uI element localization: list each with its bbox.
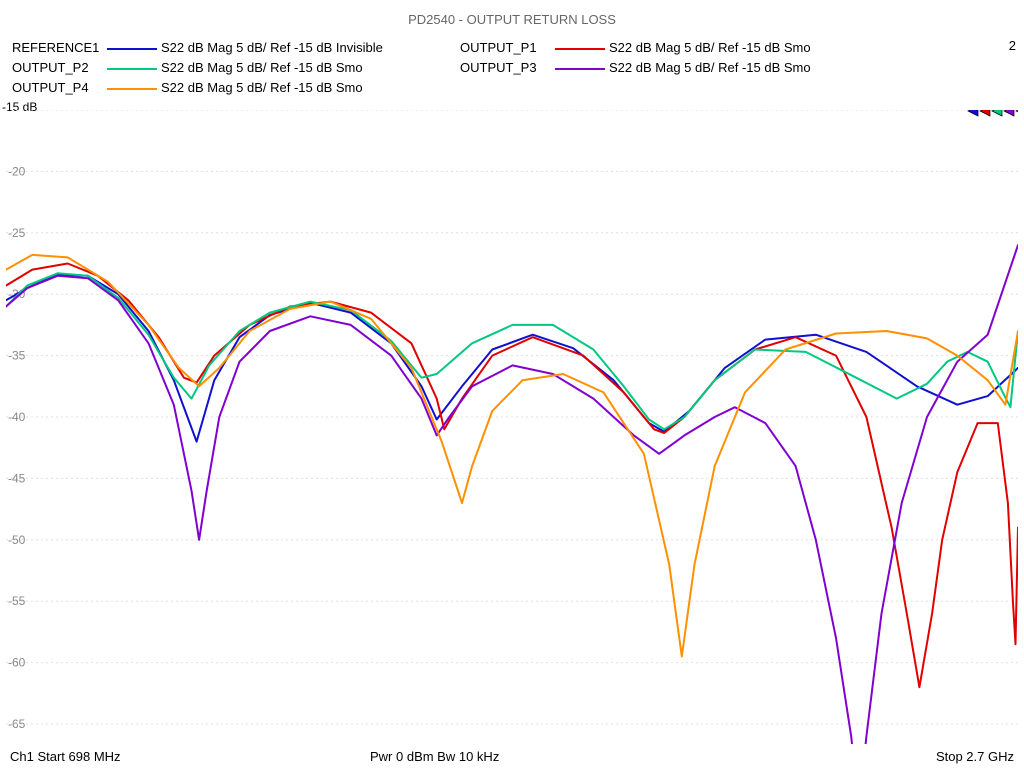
ytick-label: -60 bbox=[8, 656, 26, 670]
legend-swatch bbox=[107, 88, 157, 90]
ref-marker-icon bbox=[1016, 110, 1018, 116]
ytick-label: -20 bbox=[8, 164, 26, 178]
trace-output_p3 bbox=[6, 245, 1018, 744]
legend-desc: S22 dB Mag 5 dB/ Ref -15 dB Smo bbox=[609, 60, 811, 75]
footer-start: Ch1 Start 698 MHz bbox=[10, 749, 121, 764]
legend-entry-reference1: REFERENCE1 S22 dB Mag 5 dB/ Ref -15 dB In… bbox=[12, 38, 383, 58]
legend-entry-output_p2: OUTPUT_P2 S22 dB Mag 5 dB/ Ref -15 dB Smo bbox=[12, 58, 383, 78]
trace-output_p4 bbox=[6, 255, 1018, 657]
ref-marker-icon bbox=[980, 110, 990, 116]
legend-swatch bbox=[555, 68, 605, 70]
legend-name: REFERENCE1 bbox=[12, 38, 107, 58]
legend-entry-output_p4: OUTPUT_P4 S22 dB Mag 5 dB/ Ref -15 dB Smo bbox=[12, 78, 383, 98]
plot-area: -20-25-30-35-40-45-50-55-60-65 bbox=[6, 110, 1018, 724]
trace-output_p1 bbox=[6, 264, 1018, 688]
legend-name: OUTPUT_P3 bbox=[460, 58, 555, 78]
legend-desc: S22 dB Mag 5 dB/ Ref -15 dB Invisible bbox=[161, 40, 383, 55]
legend-swatch bbox=[107, 48, 157, 50]
trace-count: 2 bbox=[1009, 38, 1016, 53]
chart-title: PD2540 - OUTPUT RETURN LOSS bbox=[0, 0, 1024, 27]
ref-marker-icon bbox=[1004, 110, 1014, 116]
ytick-label: -35 bbox=[8, 349, 26, 363]
ytick-label: -50 bbox=[8, 533, 26, 547]
plot-svg: -20-25-30-35-40-45-50-55-60-65 bbox=[6, 110, 1018, 744]
legend-name: OUTPUT_P4 bbox=[12, 78, 107, 98]
ref-marker-icon bbox=[992, 110, 1002, 116]
legend-entry-output_p1: OUTPUT_P1 S22 dB Mag 5 dB/ Ref -15 dB Smo bbox=[460, 38, 811, 58]
footer-stop: Stop 2.7 GHz bbox=[936, 749, 1014, 764]
ytick-label: -25 bbox=[8, 226, 26, 240]
legend: REFERENCE1 S22 dB Mag 5 dB/ Ref -15 dB In… bbox=[12, 38, 383, 98]
legend-desc: S22 dB Mag 5 dB/ Ref -15 dB Smo bbox=[609, 40, 811, 55]
footer-center: Pwr 0 dBm Bw 10 kHz bbox=[370, 749, 499, 764]
ytick-label: -45 bbox=[8, 471, 26, 485]
legend-entry-output_p3: OUTPUT_P3 S22 dB Mag 5 dB/ Ref -15 dB Smo bbox=[460, 58, 811, 78]
legend-swatch bbox=[555, 48, 605, 50]
ytick-label: -55 bbox=[8, 594, 26, 608]
ytick-label: -40 bbox=[8, 410, 26, 424]
legend-desc: S22 dB Mag 5 dB/ Ref -15 dB Smo bbox=[161, 80, 363, 95]
ref-marker-icon bbox=[968, 110, 978, 116]
legend-name: OUTPUT_P1 bbox=[460, 38, 555, 58]
legend-name: OUTPUT_P2 bbox=[12, 58, 107, 78]
ref-markers bbox=[968, 110, 1018, 116]
footer: Ch1 Start 698 MHz Pwr 0 dBm Bw 10 kHz St… bbox=[0, 746, 1024, 768]
legend-desc: S22 dB Mag 5 dB/ Ref -15 dB Smo bbox=[161, 60, 363, 75]
legend-swatch bbox=[107, 68, 157, 70]
